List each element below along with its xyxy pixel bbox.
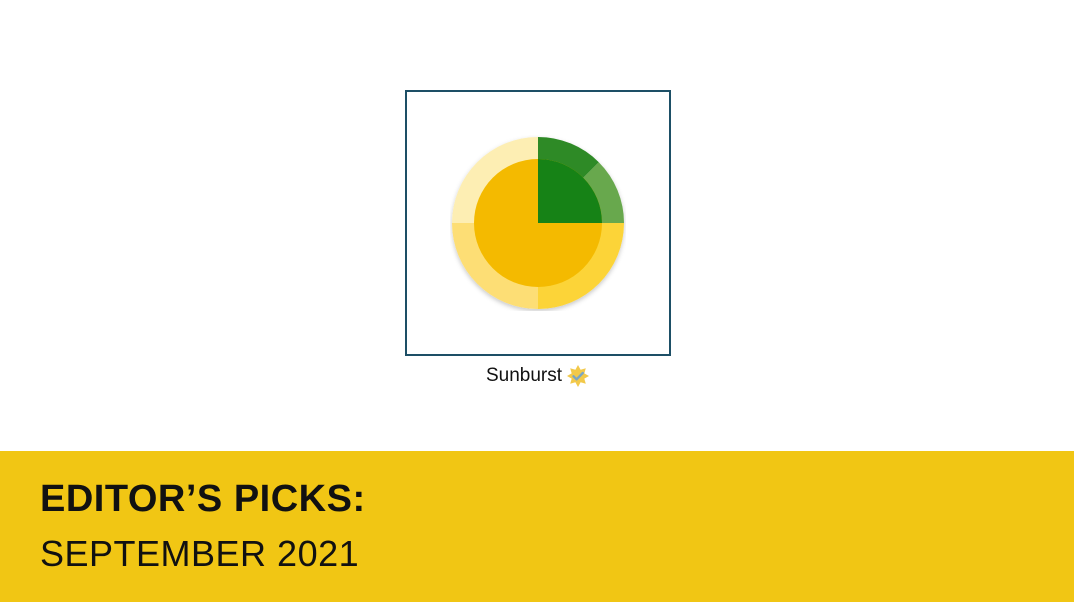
card-caption: Sunburst xyxy=(405,364,671,388)
banner-subtitle: SEPTEMBER 2021 xyxy=(40,533,360,574)
sunburst-card[interactable] xyxy=(405,90,671,356)
editors-picks-banner xyxy=(0,451,1074,602)
verified-badge-icon xyxy=(566,364,590,388)
card-label: Sunburst xyxy=(485,365,563,386)
sunburst-chart-icon xyxy=(450,135,626,311)
banner-title: EDITOR’S PICKS: xyxy=(40,478,366,520)
